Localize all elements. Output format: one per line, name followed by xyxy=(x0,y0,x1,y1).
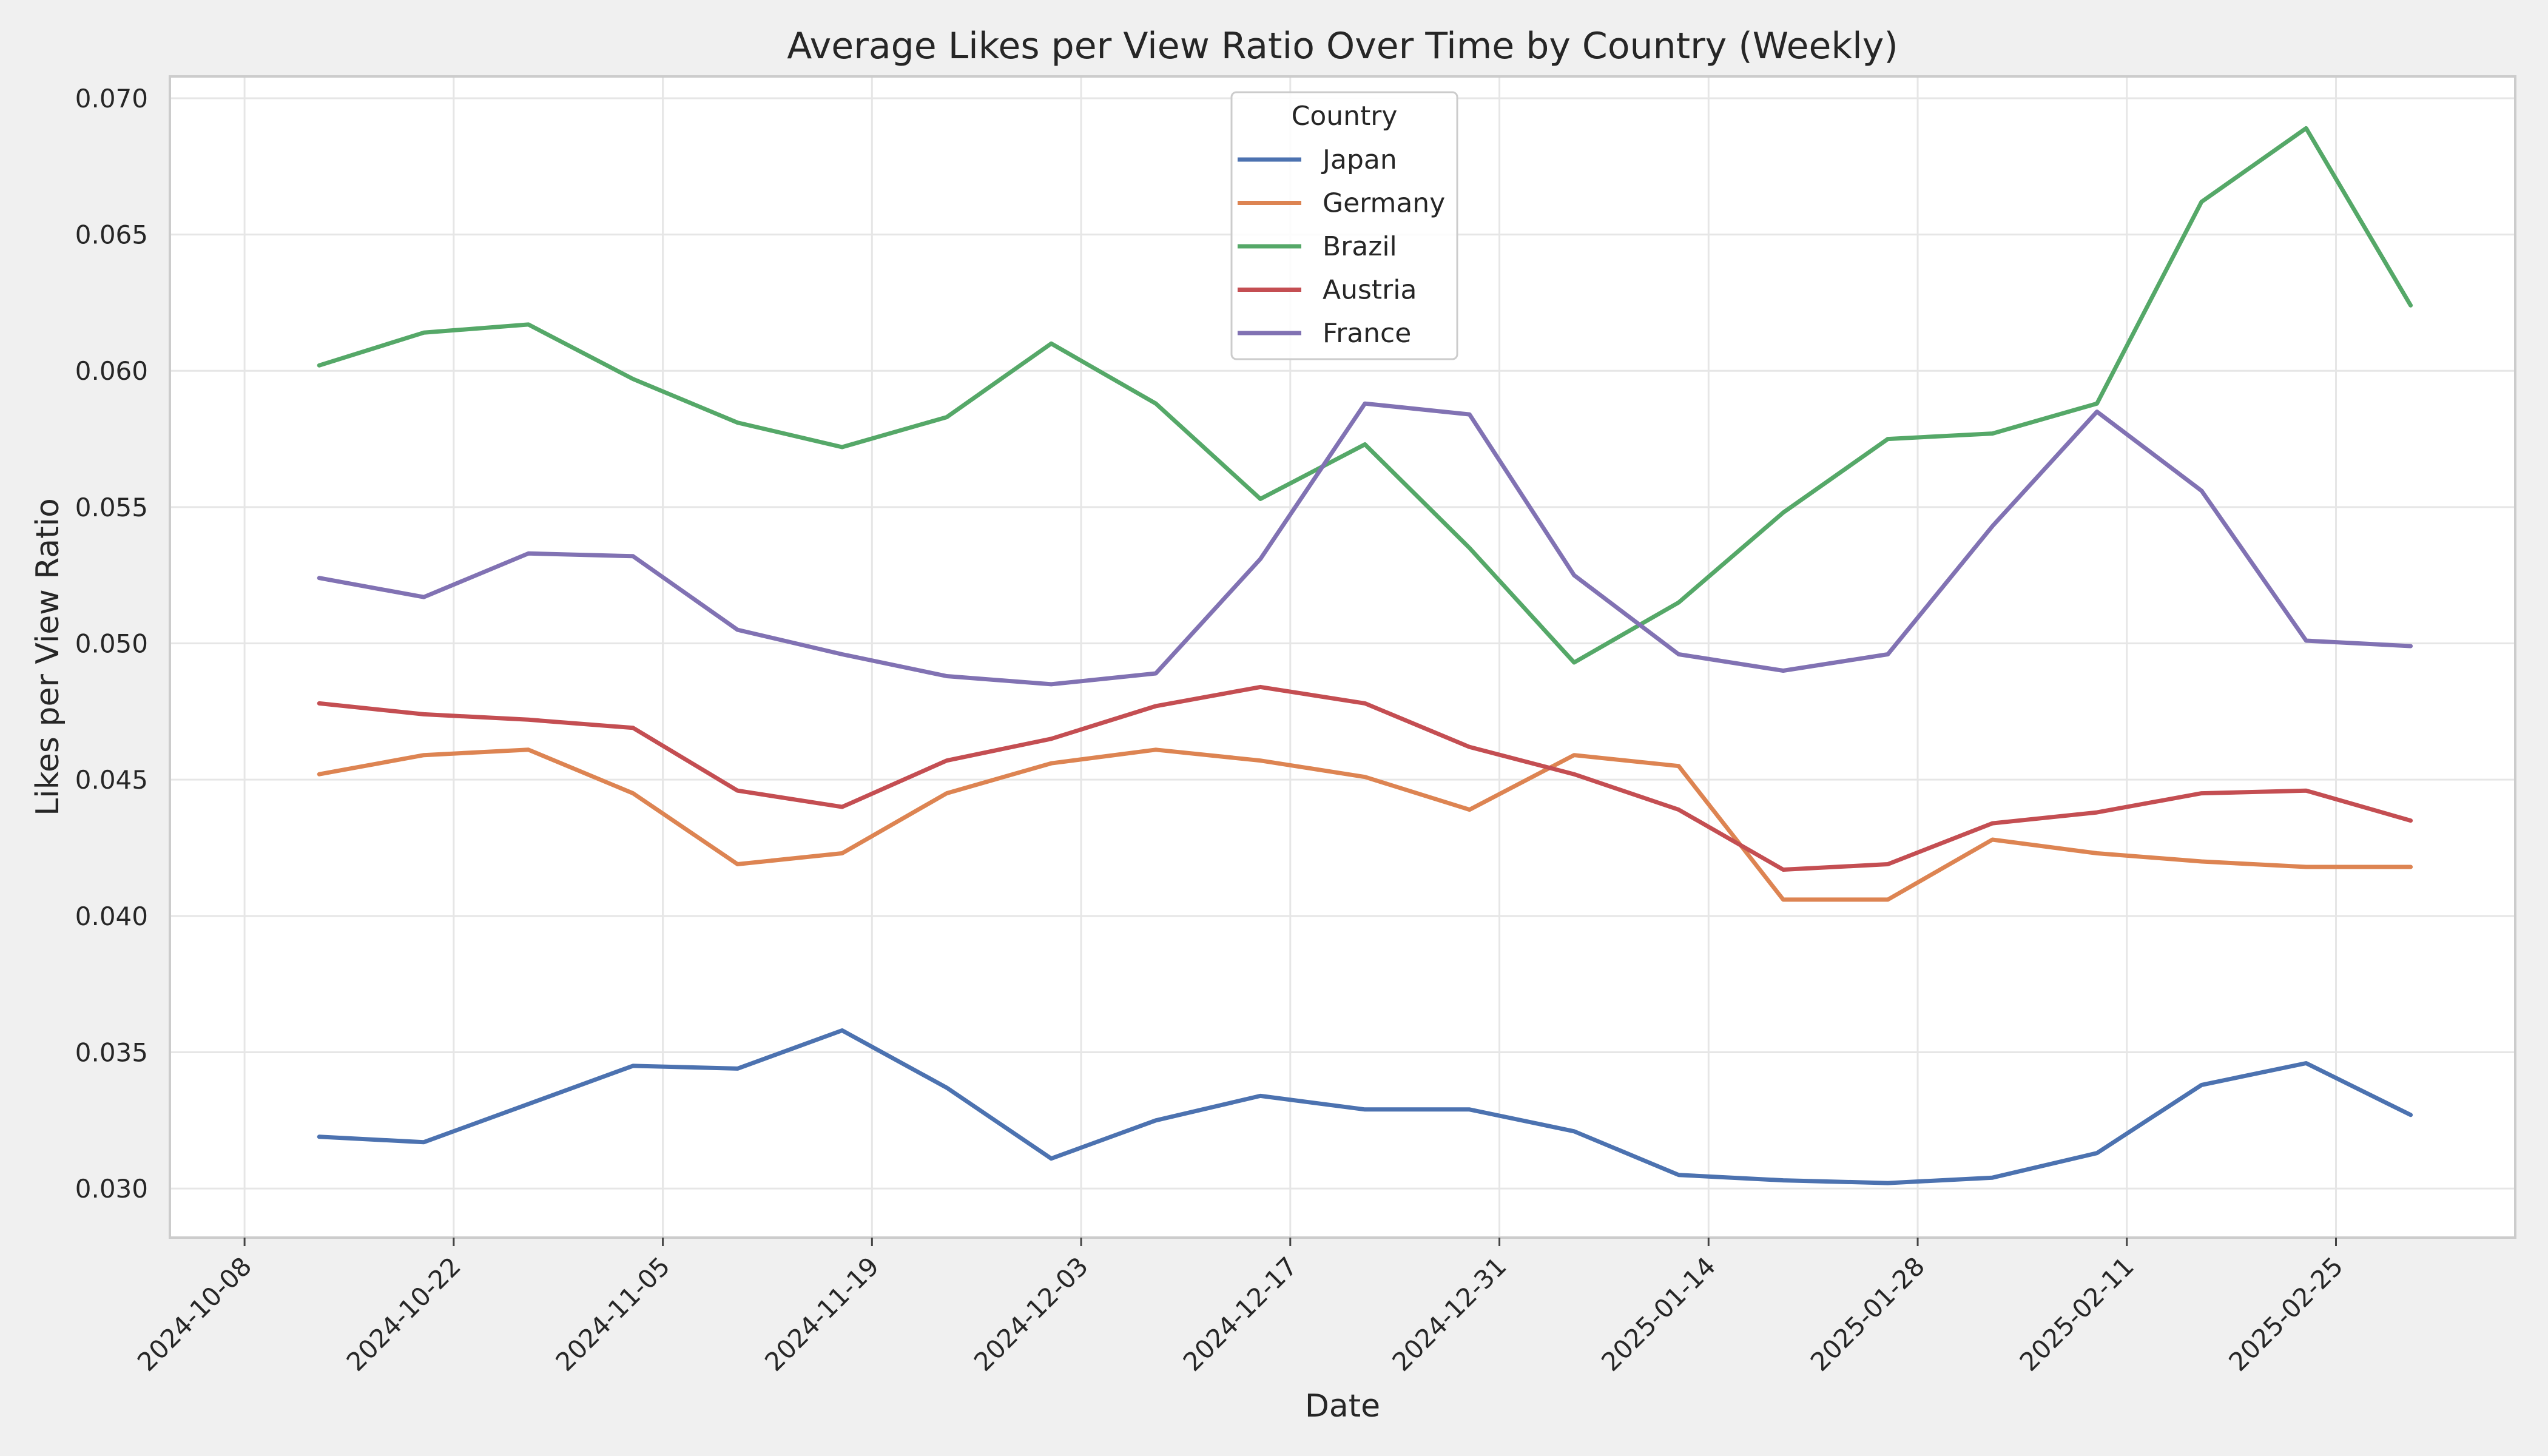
legend-entries: Japan Germany Brazil Austria France xyxy=(1238,144,1445,349)
legend: Country Japan Germany Brazil Austria France xyxy=(1230,91,1458,360)
y-tick-labels: 0.030 0.035 0.040 0.045 0.050 0.055 0.060 0.065… xyxy=(75,84,148,1204)
y-tick-label: 0.050 xyxy=(75,629,148,659)
legend-label-austria: Austria xyxy=(1323,275,1417,306)
series-line-france xyxy=(317,401,2413,687)
y-tick-label: 0.065 xyxy=(75,220,148,250)
legend-label-brazil: Brazil xyxy=(1323,231,1397,262)
y-tick-label: 0.030 xyxy=(75,1174,148,1204)
legend-label-france: France xyxy=(1323,318,1411,349)
series-line-germany xyxy=(317,747,2413,902)
legend-label-germany: Germany xyxy=(1323,188,1445,219)
series-line-japan xyxy=(317,1028,2413,1185)
series-lines xyxy=(317,126,2413,1185)
y-tick-label: 0.070 xyxy=(75,84,148,113)
y-tick-label: 0.060 xyxy=(75,356,148,386)
series-line-austria xyxy=(317,684,2413,872)
plot-frame xyxy=(169,75,2516,1239)
legend-label-japan: Japan xyxy=(1321,144,1397,175)
series-line-brazil xyxy=(317,126,2413,665)
y-tick-label: 0.055 xyxy=(75,493,148,522)
x-axis-label: Date xyxy=(1305,1388,1380,1424)
legend-title: Country xyxy=(1292,101,1398,132)
y-tick-label: 0.045 xyxy=(75,765,148,795)
y-tick-label: 0.040 xyxy=(75,902,148,931)
chart-title: Average Likes per View Ratio Over Time b… xyxy=(787,25,1898,67)
y-axis-label: Likes per View Ratio xyxy=(30,498,66,816)
y-tick-label: 0.035 xyxy=(75,1037,148,1067)
